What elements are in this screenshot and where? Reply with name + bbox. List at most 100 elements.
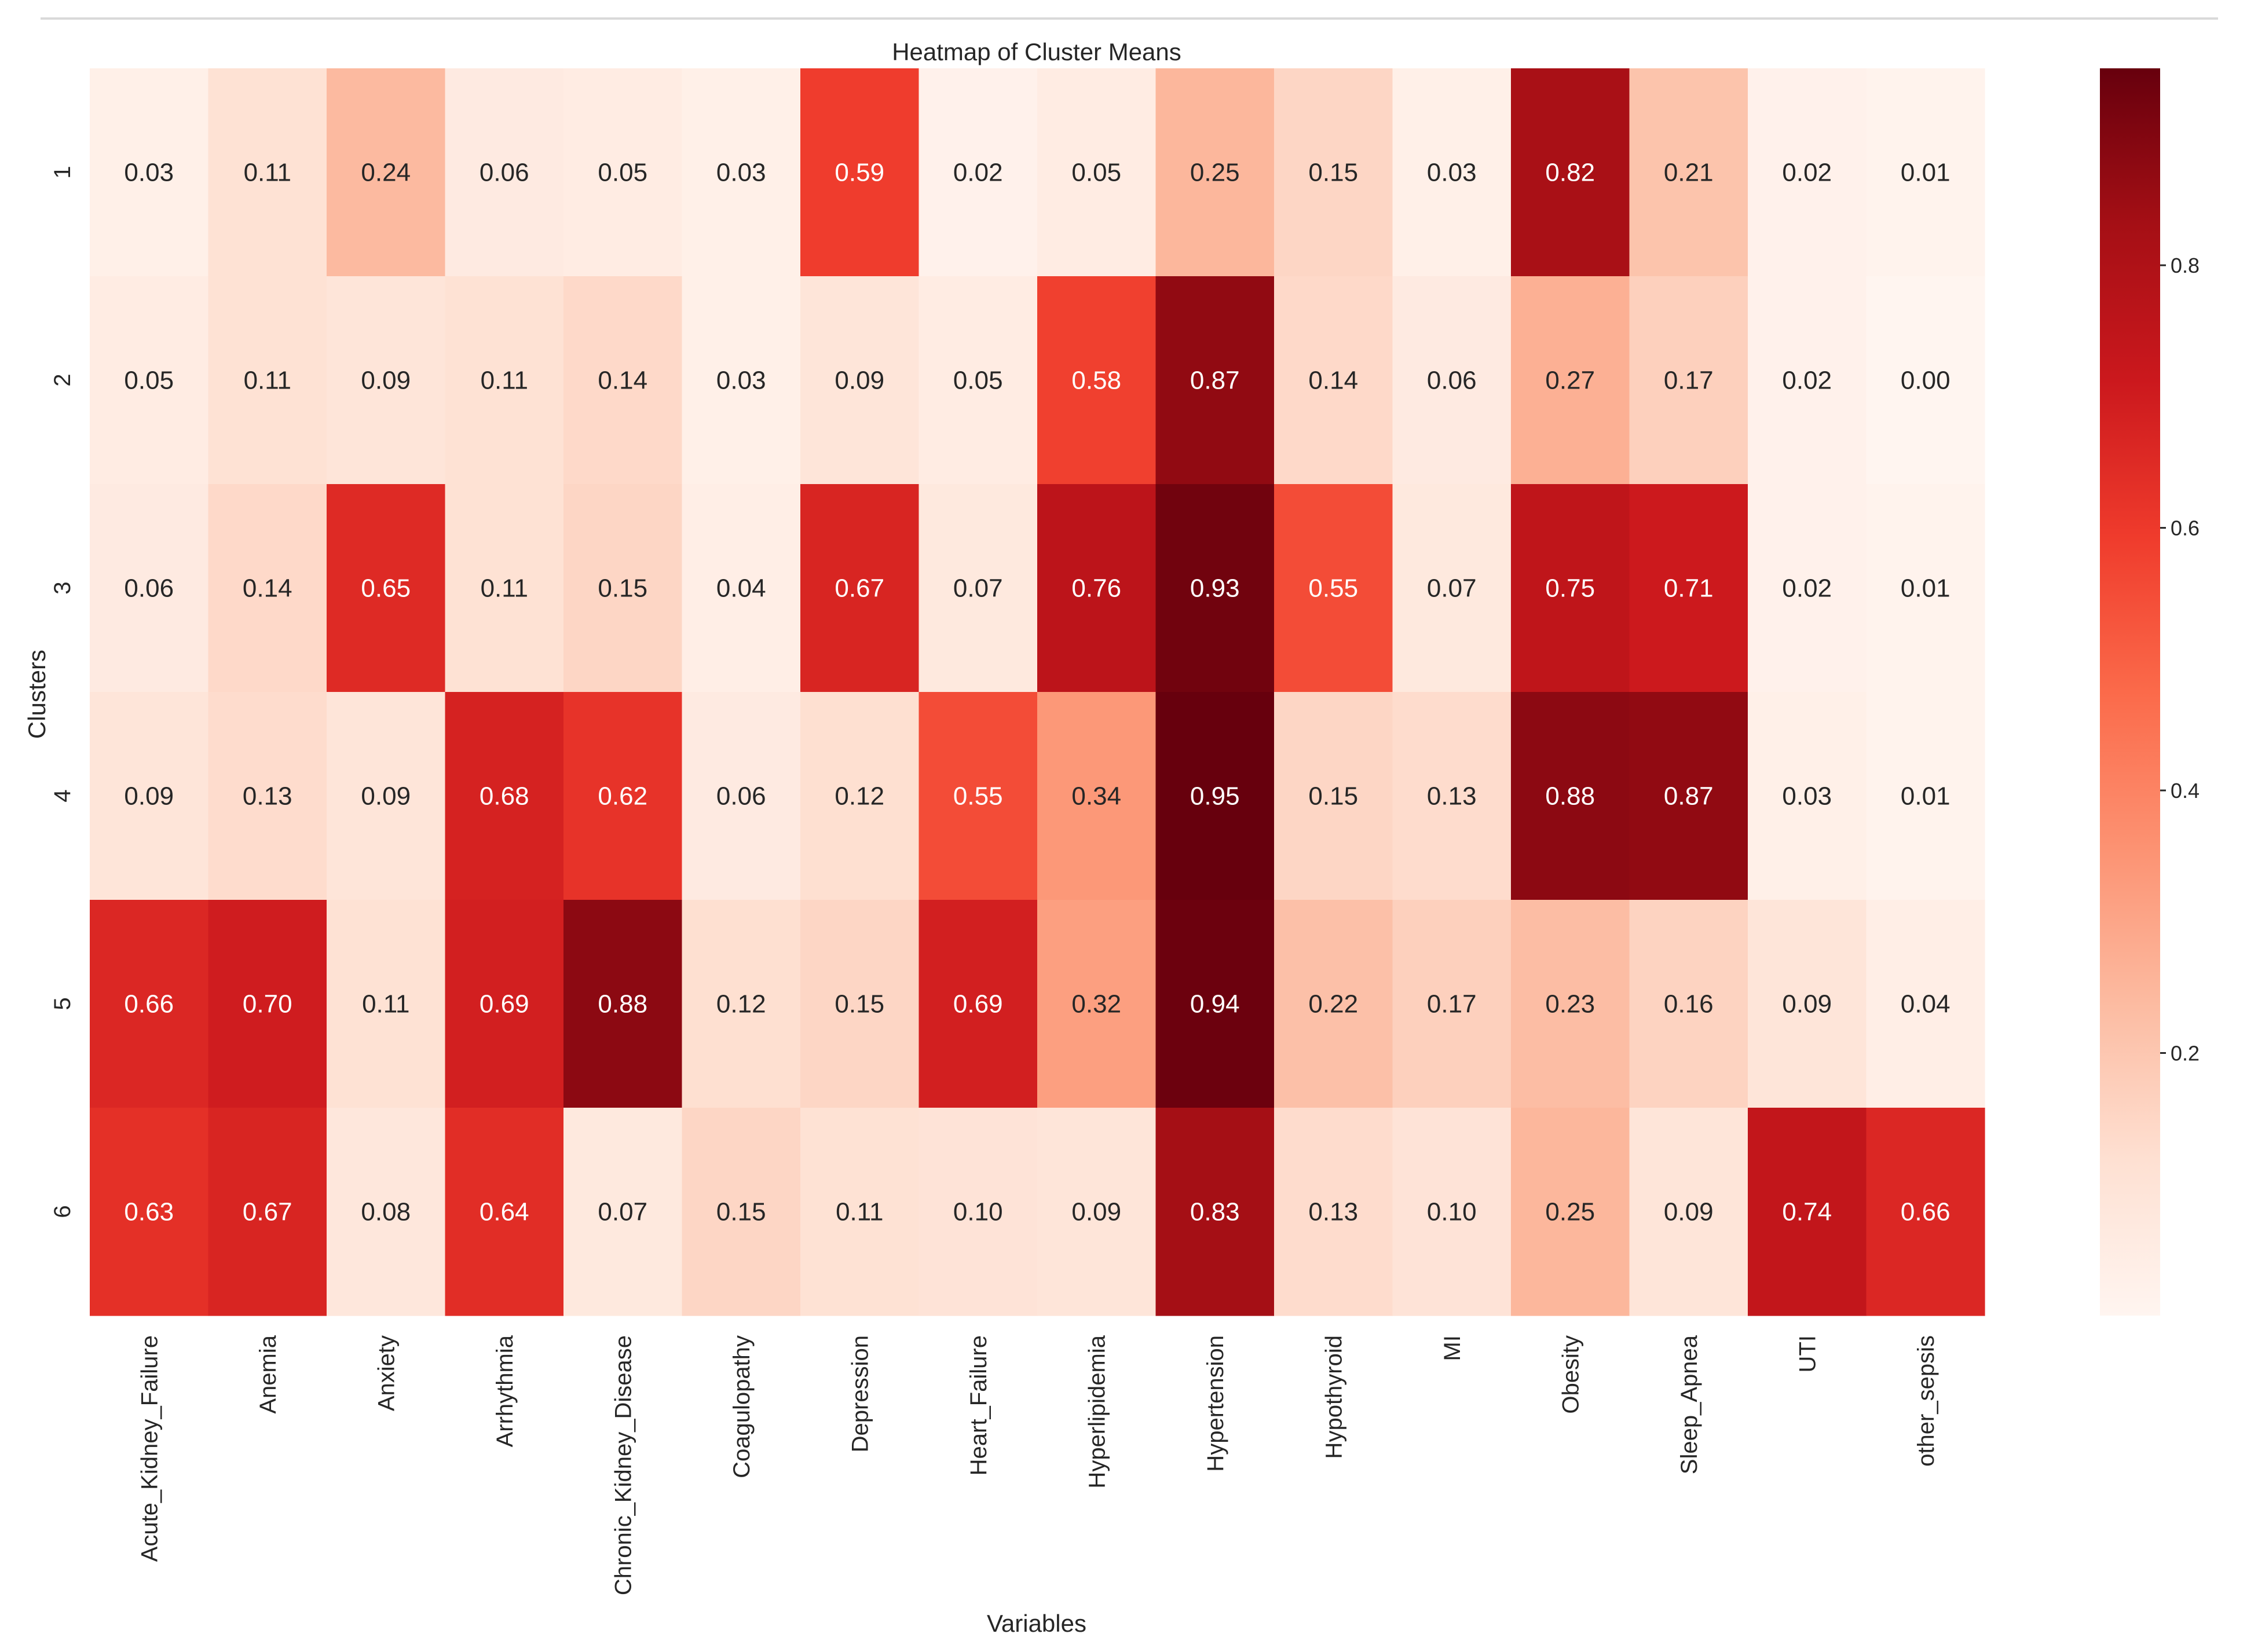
cell-value-label: 0.09 — [1071, 1198, 1121, 1226]
cell-value-label: 0.03 — [716, 159, 766, 187]
cell-value-label: 0.55 — [1308, 574, 1358, 603]
heatmap-cell — [682, 1108, 801, 1316]
cell-value-label: 0.06 — [480, 159, 529, 187]
cell-value-label: 0.68 — [480, 782, 529, 811]
cell-value-label: 0.14 — [1308, 367, 1358, 395]
heatmap-cell — [1748, 68, 1867, 277]
cell-value-label: 0.15 — [835, 990, 884, 1019]
heatmap-cell — [327, 692, 446, 900]
cell-value-label: 0.02 — [1782, 574, 1832, 603]
heatmap-cell — [1392, 900, 1512, 1108]
heatmap-cell — [90, 692, 209, 900]
heatmap-cell — [563, 68, 683, 277]
x-tick-label: Obesity — [1558, 1335, 1583, 1414]
heatmap-cell — [1037, 1108, 1157, 1316]
cell-value-label: 0.27 — [1545, 367, 1595, 395]
heatmap-cell — [1155, 900, 1275, 1108]
heatmap-cell — [682, 276, 801, 485]
y-tick-label: 6 — [50, 1205, 75, 1218]
heatmap-cell — [1274, 692, 1393, 900]
colorbar-ticks: 0.2 0.4 0.6 0.8 — [2160, 254, 2200, 1065]
cell-value-label: 0.75 — [1545, 574, 1595, 603]
cell-value-label: 0.13 — [1427, 782, 1477, 811]
heatmap-cell — [1155, 276, 1275, 485]
heatmap-cell — [1155, 484, 1275, 693]
heatmap-cell — [208, 900, 327, 1108]
heatmap-cell — [1748, 484, 1867, 693]
cell-value-label: 0.62 — [598, 782, 647, 811]
cell-value-label: 0.01 — [1901, 159, 1950, 187]
cell-value-label: 0.70 — [243, 990, 292, 1019]
cell-value-label: 0.21 — [1664, 159, 1714, 187]
chart-title: Heatmap of Cluster Means — [892, 38, 1181, 65]
heatmap-cell — [1037, 692, 1157, 900]
cell-value-label: 0.83 — [1190, 1198, 1240, 1226]
cell-value-label: 0.02 — [953, 159, 1003, 187]
heatmap-cell — [1629, 484, 1748, 693]
heatmap-cell — [563, 276, 683, 485]
cell-value-label: 0.17 — [1664, 367, 1714, 395]
heatmap-cell — [208, 276, 327, 485]
heatmap-cell — [1037, 484, 1157, 693]
cell-value-label: 0.13 — [1308, 1198, 1358, 1226]
x-tick-label: Sleep_Apnea — [1677, 1335, 1702, 1474]
cell-value-label: 0.05 — [598, 159, 647, 187]
heatmap-cell — [563, 692, 683, 900]
y-tick-label: 2 — [50, 373, 75, 386]
heatmap-cell — [1511, 692, 1630, 900]
heatmap-cell — [1274, 1108, 1393, 1316]
cell-value-label: 0.63 — [124, 1198, 174, 1226]
x-tick-label: Hypertension — [1203, 1335, 1228, 1472]
colorbar — [2100, 68, 2160, 1316]
heatmap-cell — [1392, 1108, 1512, 1316]
heatmap-cell — [445, 68, 564, 277]
heatmap-cell — [1511, 1108, 1630, 1316]
cell-value-label: 0.88 — [598, 990, 647, 1019]
cell-value-label: 0.23 — [1545, 990, 1595, 1019]
x-tick-label: Acute_Kidney_Failure — [137, 1335, 162, 1562]
cell-value-label: 0.11 — [362, 990, 409, 1019]
colorbar-tick-label: 0.2 — [2171, 1042, 2200, 1065]
cell-value-label: 0.06 — [124, 574, 174, 603]
cell-value-label: 0.11 — [244, 159, 291, 187]
heatmap-cell — [918, 68, 1038, 277]
cell-value-label: 0.67 — [835, 574, 884, 603]
x-tick-label: Hypothyroid — [1321, 1335, 1346, 1459]
cell-value-label: 0.12 — [835, 782, 884, 811]
cell-value-label: 0.07 — [953, 574, 1003, 603]
heatmap-cell — [445, 276, 564, 485]
heatmap-cell — [1866, 900, 1985, 1108]
cell-value-label: 0.09 — [1782, 990, 1832, 1019]
heatmap-cell — [1866, 1108, 1985, 1316]
colorbar-tick-label: 0.8 — [2171, 254, 2200, 277]
heatmap-cell — [1274, 276, 1393, 485]
heatmap-cell — [1511, 484, 1630, 693]
cell-value-label: 0.58 — [1071, 367, 1121, 395]
cell-value-label: 0.66 — [124, 990, 174, 1019]
heatmap-cell — [1629, 68, 1748, 277]
cell-value-label: 0.15 — [716, 1198, 766, 1226]
cell-value-label: 0.16 — [1664, 990, 1714, 1019]
cell-value-label: 0.95 — [1190, 782, 1240, 811]
heatmap-cell — [918, 484, 1038, 693]
heatmap-cell — [563, 1108, 683, 1316]
cell-value-label: 0.69 — [480, 990, 529, 1019]
heatmap-cell — [918, 1108, 1038, 1316]
heatmap-cell — [1748, 276, 1867, 485]
cell-value-label: 0.09 — [361, 367, 411, 395]
heatmap-cell — [800, 484, 920, 693]
x-tick-label: Arrhythmia — [492, 1335, 518, 1447]
heatmap-cell — [445, 1108, 564, 1316]
heatmap-cell — [1274, 900, 1393, 1108]
cell-value-label: 0.08 — [361, 1198, 411, 1226]
heatmap-cell — [682, 68, 801, 277]
x-tick-label: Chronic_Kidney_Disease — [610, 1335, 636, 1595]
cell-value-label: 0.12 — [716, 990, 766, 1019]
cell-value-label: 0.03 — [716, 367, 766, 395]
heatmap-cell — [682, 484, 801, 693]
heatmap-cells — [90, 68, 1985, 1316]
cell-value-label: 0.06 — [1427, 367, 1477, 395]
y-axis-label: Clusters — [23, 650, 50, 739]
